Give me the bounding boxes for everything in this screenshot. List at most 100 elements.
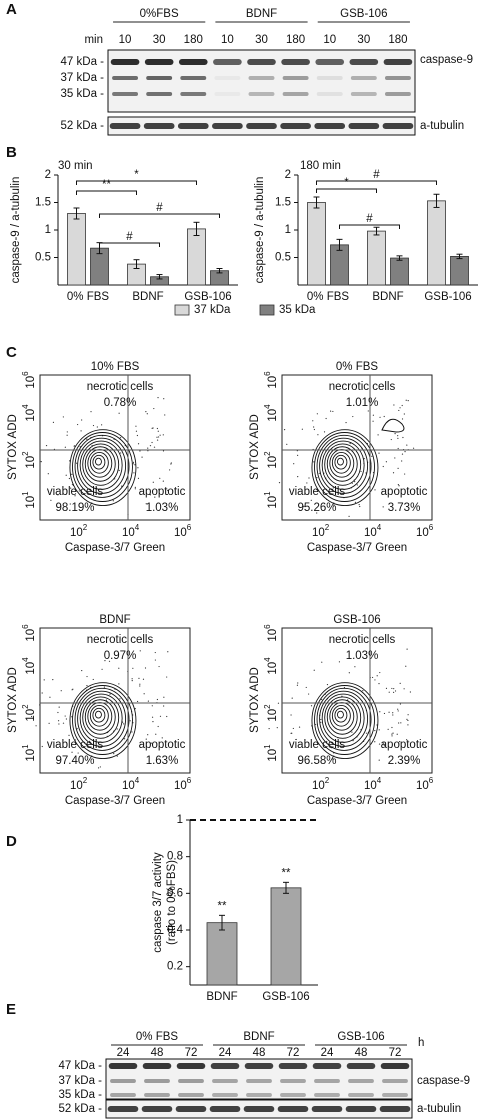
- event-dot: [371, 455, 373, 457]
- panel-letter: E: [6, 1001, 16, 1018]
- tick-exponent: 2: [21, 704, 30, 709]
- event-dot: [397, 484, 399, 486]
- quadrant-value: 1.03%: [146, 502, 179, 514]
- event-dot: [297, 476, 299, 478]
- significance-bracket: [99, 213, 220, 218]
- contour: [314, 432, 375, 502]
- event-dot: [103, 686, 106, 688]
- event-dot: [57, 720, 60, 722]
- event-dot: [315, 723, 317, 726]
- event-dot: [109, 693, 111, 695]
- contour: [316, 687, 372, 751]
- event-dot: [348, 672, 350, 674]
- band: [110, 1093, 136, 1097]
- x-axis-title: Caspase-3/7 Green: [307, 542, 407, 554]
- band: [108, 1063, 138, 1069]
- event-dot: [379, 711, 381, 713]
- y-tick-label: 101: [263, 744, 279, 762]
- event-dot: [374, 489, 376, 491]
- kda-marker: 52 kDa -: [59, 1103, 103, 1115]
- y-tick-label: 2: [45, 169, 51, 181]
- x-tick-label: 106: [416, 776, 434, 792]
- lane-label: 10: [323, 34, 336, 46]
- band: [282, 76, 309, 80]
- tick-base: 10: [267, 662, 279, 675]
- error-bar: [433, 193, 440, 208]
- band: [143, 123, 175, 129]
- band: [180, 92, 207, 96]
- quadrant-value: 3.73%: [388, 502, 421, 514]
- event-dot: [292, 727, 294, 730]
- y-tick-label: 0.2: [167, 961, 183, 973]
- event-dot: [333, 504, 335, 506]
- band: [384, 76, 411, 80]
- event-dot: [371, 676, 374, 679]
- event-dot: [379, 416, 381, 418]
- quadrant-label: necrotic cells: [329, 381, 396, 393]
- significance-bracket: [76, 180, 197, 185]
- event-dot: [96, 426, 98, 428]
- significance-bracket: [76, 190, 137, 195]
- band: [348, 1079, 374, 1083]
- event-dot: [135, 425, 137, 427]
- band: [383, 59, 413, 65]
- event-dot: [354, 501, 357, 503]
- event-dot: [405, 665, 407, 667]
- event-dot: [145, 411, 147, 413]
- band: [214, 92, 241, 96]
- event-dot: [77, 752, 79, 754]
- band: [346, 1063, 376, 1069]
- contour: [82, 443, 120, 486]
- event-dot: [166, 715, 168, 718]
- band: [350, 76, 377, 80]
- event-dot: [407, 724, 409, 726]
- panel-letter: A: [6, 1, 17, 18]
- event-dot: [68, 477, 70, 480]
- x-tick-label: 102: [312, 776, 330, 792]
- event-dot: [394, 690, 397, 692]
- tick-exponent: 4: [21, 404, 30, 409]
- event-dot: [374, 679, 376, 681]
- significance-label: #: [156, 202, 163, 214]
- event-dot: [159, 715, 162, 717]
- y-tick-label: 106: [21, 371, 37, 389]
- significance-bracket: [316, 188, 377, 193]
- y-tick-label: 2: [285, 169, 291, 181]
- quadrant-value: 2.39%: [388, 755, 421, 767]
- event-dot: [398, 722, 400, 724]
- event-dot: [153, 407, 155, 410]
- event-dot: [81, 419, 83, 421]
- y-tick-label: 0.6: [167, 887, 183, 899]
- event-dot: [112, 500, 114, 502]
- event-dot: [406, 648, 408, 650]
- event-dot: [86, 438, 88, 440]
- error-bar: [373, 226, 380, 236]
- event-dot: [90, 411, 92, 413]
- quadrant-label: viable cells: [289, 486, 345, 498]
- event-dot: [153, 446, 156, 448]
- y-axis-title: caspase-9 / a-tubulin: [254, 177, 266, 284]
- event-dot: [345, 421, 347, 424]
- event-dot: [406, 718, 408, 720]
- event-dot: [119, 437, 122, 439]
- lane-label: 180: [388, 34, 407, 46]
- contour: [311, 682, 379, 759]
- event-dot: [142, 678, 145, 680]
- contour: [324, 696, 362, 739]
- event-dot: [356, 484, 358, 486]
- bar: [330, 244, 349, 286]
- event-dot: [121, 485, 123, 487]
- event-dot: [89, 740, 91, 742]
- event-dot: [71, 689, 73, 691]
- bar: [367, 230, 386, 286]
- event-dot: [392, 712, 394, 714]
- contour: [69, 682, 137, 759]
- band: [214, 76, 241, 80]
- tick-exponent: 2: [83, 523, 88, 532]
- event-dot: [116, 755, 118, 757]
- plot-frame: [281, 374, 433, 521]
- contour: [311, 429, 379, 506]
- event-dot: [320, 718, 322, 721]
- event-dot: [71, 716, 73, 718]
- legend-label: 35 kDa: [279, 304, 316, 316]
